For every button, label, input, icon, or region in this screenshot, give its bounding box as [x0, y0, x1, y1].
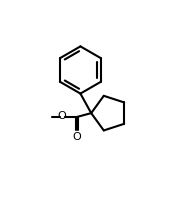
Text: O: O [72, 132, 81, 142]
Text: O: O [57, 112, 66, 121]
